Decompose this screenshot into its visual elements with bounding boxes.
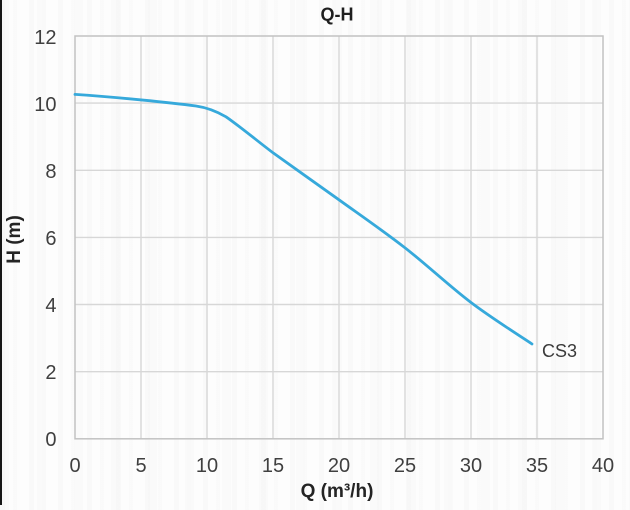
- svg-text:8: 8: [45, 161, 56, 183]
- svg-text:0: 0: [69, 455, 80, 477]
- svg-text:20: 20: [328, 455, 350, 477]
- svg-text:15: 15: [262, 455, 284, 477]
- svg-text:4: 4: [45, 295, 56, 317]
- svg-text:H (m): H (m): [4, 215, 25, 264]
- svg-text:35: 35: [526, 455, 548, 477]
- svg-text:5: 5: [135, 455, 146, 477]
- svg-text:Q-H: Q-H: [321, 5, 354, 25]
- svg-text:12: 12: [34, 27, 56, 49]
- svg-text:2: 2: [45, 362, 56, 384]
- svg-text:0: 0: [45, 429, 56, 451]
- svg-text:40: 40: [592, 455, 614, 477]
- svg-text:10: 10: [196, 455, 218, 477]
- svg-text:CS3: CS3: [542, 341, 577, 361]
- svg-text:6: 6: [45, 228, 56, 250]
- svg-text:10: 10: [34, 94, 56, 116]
- svg-text:30: 30: [460, 455, 482, 477]
- svg-text:25: 25: [394, 455, 416, 477]
- svg-text:Q (m³/h): Q (m³/h): [301, 481, 374, 502]
